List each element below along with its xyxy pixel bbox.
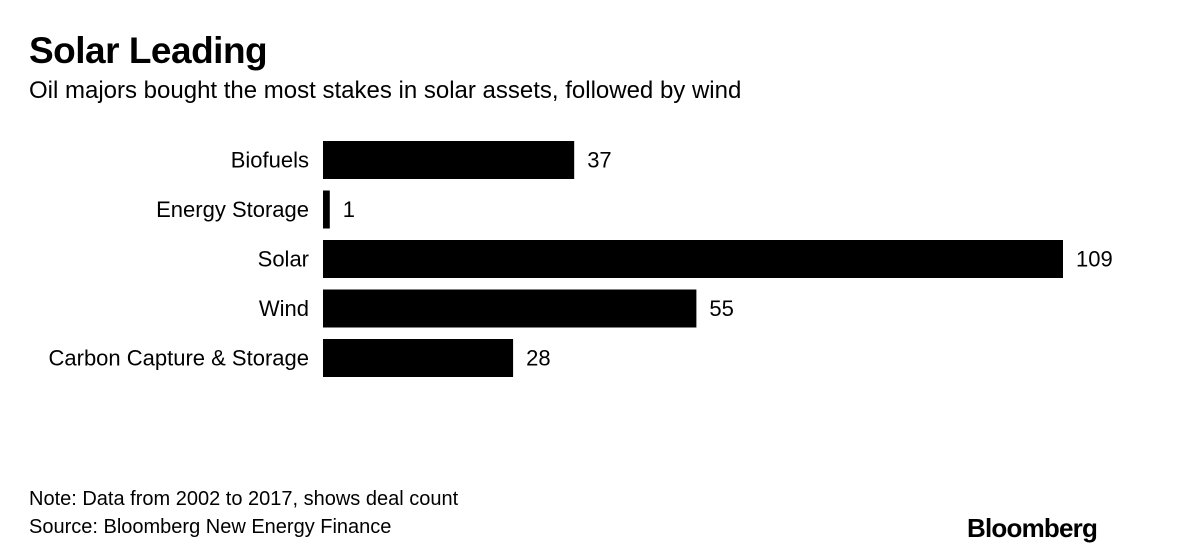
bar-biofuels [323,141,575,179]
value-label-carbon-capture-storage: 28 [526,346,550,371]
value-label-wind: 55 [709,296,733,321]
note-text: Note: Data from 2002 to 2017, shows deal… [29,488,459,510]
chart-title: Solar Leading [29,30,268,71]
category-label-energy-storage: Energy Storage [156,197,309,222]
bar-energy-storage [323,190,330,229]
source-text: Source: Bloomberg New Energy Finance [29,516,392,538]
chart-footer-notes: Note: Data from 2002 to 2017, shows deal… [29,485,458,541]
value-label-solar: 109 [1076,247,1113,272]
chart-subtitle: Oil majors bought the most stakes in sol… [29,77,742,104]
value-label-energy-storage: 1 [343,197,355,222]
bar-solar [323,240,1063,278]
bloomberg-logo: Bloomberg [967,513,1098,543]
category-label-solar: Solar [258,247,309,272]
category-label-carbon-capture-storage: Carbon Capture & Storage [49,346,310,371]
bar-wind [323,289,697,328]
category-label-wind: Wind [259,296,309,321]
category-label-biofuels: Biofuels [231,148,309,173]
value-label-biofuels: 37 [587,148,611,173]
bar-carbon-capture-storage [323,339,514,377]
